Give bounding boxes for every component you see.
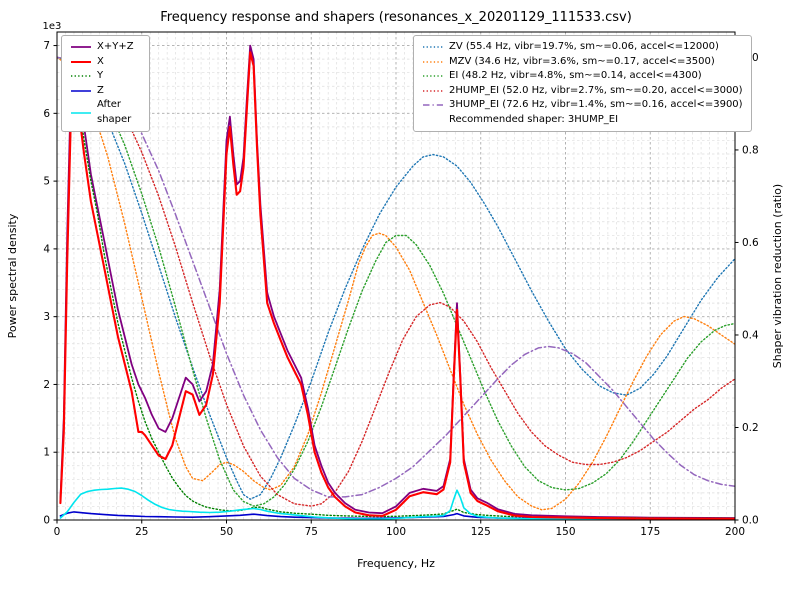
legend-item-after: After shaper [70, 98, 141, 127]
hump3-line-swatch [423, 104, 443, 106]
legend-item-label: EI (48.2 Hz, vibr=4.8%, sm~=0.14, accel<… [449, 70, 702, 81]
zv-line-swatch [423, 46, 443, 48]
y-right-tick-label: 0.0 [742, 515, 759, 527]
y-right-tick-label: 0.6 [742, 237, 759, 249]
x-tick-label: 175 [640, 526, 660, 538]
legend-item-label: Y [97, 70, 104, 81]
series-ei-line [57, 56, 735, 507]
legend-item-mzv: MZV (34.6 Hz, vibr=3.6%, sm~=0.17, accel… [422, 55, 743, 70]
legend-item-label: 3HUMP_EI (72.6 Hz, vibr=1.4%, sm~=0.16, … [449, 99, 743, 110]
legend-psd-rows: X+Y+Z X Y Z After shaper [70, 40, 141, 127]
x-tick-label: 50 [220, 526, 233, 538]
x-tick-label: 0 [54, 526, 61, 538]
legend-shapers: ZV (55.4 Hz, vibr=19.7%, sm~=0.06, accel… [413, 35, 752, 132]
legend-item-label: ZV (55.4 Hz, vibr=19.7%, sm~=0.06, accel… [449, 41, 719, 52]
y-left-tick-label: 6 [43, 108, 50, 120]
sum-line-swatch [71, 46, 91, 49]
legend-item-hump2: 2HUMP_EI (52.0 Hz, vibr=2.7%, sm~=0.20, … [422, 84, 743, 99]
chart-title: Frequency response and shapers (resonanc… [160, 10, 632, 25]
legend-item-sum: X+Y+Z [70, 40, 141, 55]
y-left-tick-label: 7 [43, 40, 50, 52]
x-line-swatch [71, 60, 91, 63]
z-line-swatch [71, 89, 91, 92]
legend-shapers-rows: ZV (55.4 Hz, vibr=19.7%, sm~=0.06, accel… [422, 40, 743, 113]
ei-line-swatch [423, 75, 443, 77]
legend-item-label: 2HUMP_EI (52.0 Hz, vibr=2.7%, sm~=0.20, … [449, 84, 743, 96]
x-tick-label: 75 [305, 526, 318, 538]
x-axis-label: Frequency, Hz [357, 557, 435, 570]
y-left-tick-label: 5 [43, 176, 50, 188]
recommended-shaper-note: Recommended shaper: 3HUMP_EI [449, 113, 619, 125]
legend-item-y: Y [70, 69, 141, 84]
after-line-swatch [71, 111, 91, 114]
y-left-tick-label: 0 [43, 515, 50, 527]
legend-item-zv: ZV (55.4 Hz, vibr=19.7%, sm~=0.06, accel… [422, 40, 743, 55]
series-layer [57, 44, 735, 520]
y-left-tick-label: 3 [43, 311, 50, 323]
y-left-tick-label: 4 [43, 243, 50, 255]
legend-item-z: Z [70, 84, 141, 99]
y-left-tick-label: 2 [43, 379, 50, 391]
series-y-line [59, 72, 735, 519]
series-after-line [59, 487, 735, 520]
x-tick-label: 200 [725, 526, 745, 538]
legend-psd: X+Y+Z X Y Z After shaper [61, 35, 150, 132]
series-hump2-line [57, 56, 735, 507]
legend-item-ei: EI (48.2 Hz, vibr=4.8%, sm~=0.14, accel<… [422, 69, 743, 84]
y-right-tick-label: 0.8 [742, 144, 759, 156]
legend-item-label: Z [97, 84, 104, 96]
y-right-tick-label: 0.2 [742, 422, 759, 434]
series-mzv-line [57, 56, 735, 511]
legend-item-label: After shaper [97, 99, 132, 125]
legend-item-x: X [70, 55, 141, 70]
legend-item-label: X [97, 55, 104, 67]
y-right-axis-label: Shaper vibration reduction (ratio) [771, 184, 784, 368]
legend-item-label: MZV (34.6 Hz, vibr=3.6%, sm~=0.17, accel… [449, 55, 715, 67]
series-z-line [59, 511, 735, 520]
series-x-line [59, 51, 735, 520]
x-tick-label: 150 [555, 526, 575, 538]
y-right-tick-label: 0.4 [742, 329, 759, 341]
y-line-swatch [71, 75, 91, 77]
legend-item-label: X+Y+Z [97, 41, 134, 52]
x-tick-label: 25 [135, 526, 148, 538]
y-left-axis-label: Power spectral density [6, 213, 19, 338]
hump2-line-swatch [423, 90, 443, 92]
y-left-offset-label: 1e3 [43, 21, 62, 32]
series-hump3-line [57, 56, 735, 498]
y-left-tick-label: 1 [43, 447, 50, 459]
mzv-line-swatch [423, 61, 443, 63]
x-tick-label: 125 [471, 526, 491, 538]
x-tick-label: 100 [386, 526, 406, 538]
legend-item-hump3: 3HUMP_EI (72.6 Hz, vibr=1.4%, sm~=0.16, … [422, 98, 743, 113]
